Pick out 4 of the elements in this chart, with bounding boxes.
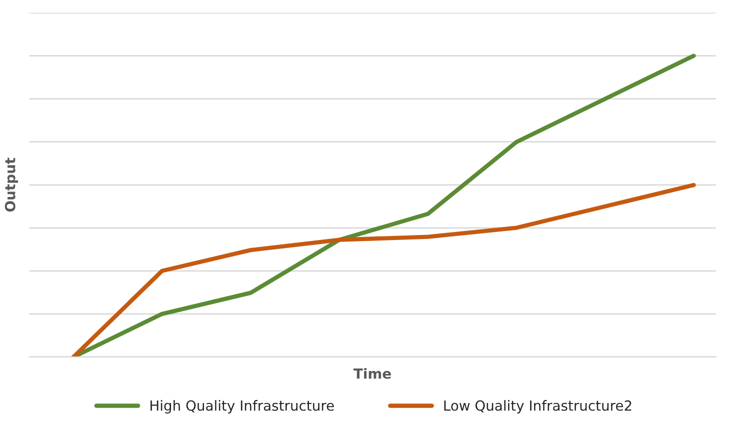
legend-label: Low Quality Infrastructure2 bbox=[444, 400, 632, 414]
x-axis-title: Time bbox=[354, 368, 391, 379]
legend-label: High Quality Infrastructure bbox=[150, 400, 334, 414]
y-axis-title: Output bbox=[4, 158, 18, 212]
